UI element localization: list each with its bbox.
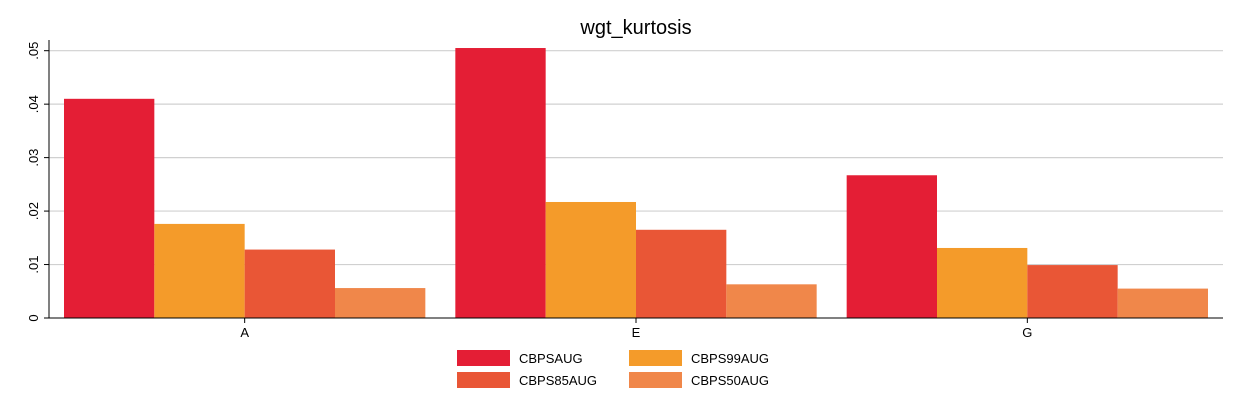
bar-cbps50aug-g [1117, 288, 1208, 318]
bar-cbpsaug-a [64, 98, 155, 318]
x-tick-label: E [632, 325, 641, 340]
y-axis-ticks: 0 .01 .02 .03 .04 .05 [26, 42, 49, 322]
y-tick-label: .03 [26, 149, 41, 167]
bar-cbps99aug-a [154, 223, 245, 318]
bar-cbpsaug-g [846, 175, 937, 318]
bar-cbps99aug-g [937, 247, 1028, 318]
y-tick-label: 0 [26, 314, 41, 321]
bar-cbps85aug-a [244, 249, 335, 318]
y-tick-label: .05 [26, 42, 41, 60]
legend-swatch [457, 350, 510, 366]
y-tick-label: .04 [26, 95, 41, 113]
bar-cbps50aug-e [726, 284, 817, 318]
bar-cbps85aug-g [1027, 265, 1118, 318]
legend-swatch [629, 372, 682, 388]
bar-cbpsaug-e [455, 48, 546, 319]
bar-cbps85aug-e [636, 229, 727, 318]
legend-label: CBPS99AUG [691, 351, 769, 366]
bars [64, 48, 1208, 319]
legend: CBPSAUG CBPS99AUG CBPS85AUG CBPS50AUG [457, 350, 769, 388]
y-tick-label: .02 [26, 202, 41, 220]
legend-label: CBPS85AUG [519, 373, 597, 388]
x-tick-label: A [240, 325, 249, 340]
y-tick-label: .01 [26, 255, 41, 273]
legend-swatch [457, 372, 510, 388]
bar-cbps50aug-a [335, 288, 426, 318]
bar-cbps99aug-e [545, 201, 636, 318]
chart-title: wgt_kurtosis [579, 17, 691, 39]
x-tick-label: G [1022, 325, 1032, 340]
legend-swatch [629, 350, 682, 366]
legend-label: CBPSAUG [519, 351, 583, 366]
legend-label: CBPS50AUG [691, 373, 769, 388]
